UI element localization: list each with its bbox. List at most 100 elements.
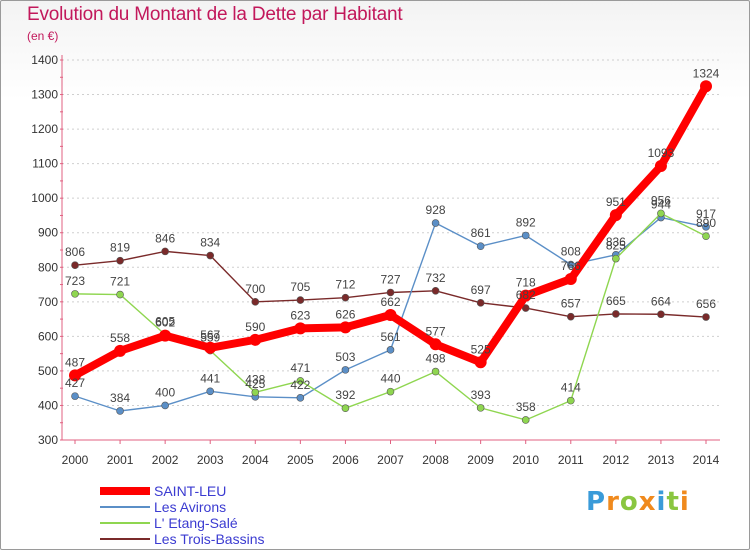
data-label: 400	[155, 385, 175, 399]
logo-letter: x	[638, 487, 657, 517]
data-point	[702, 232, 710, 240]
data-point	[386, 387, 395, 396]
logo-letter: i	[656, 487, 667, 517]
data-point	[609, 209, 622, 222]
data-point	[341, 366, 350, 374]
data-label: 834	[200, 236, 220, 250]
legend-swatch-etang-sale	[100, 522, 150, 524]
data-label: 928	[426, 203, 446, 217]
data-label: 917	[696, 207, 716, 221]
legend-label-saint-leu: SAINT-LEU	[154, 483, 227, 499]
x-tick-label: 2000	[62, 453, 89, 467]
x-tick-label: 2003	[197, 453, 224, 467]
data-label: 358	[516, 400, 536, 414]
data-label: 944	[651, 198, 671, 212]
data-label: 665	[606, 294, 626, 308]
data-point	[384, 308, 397, 321]
y-tick-label: 1000	[31, 191, 58, 205]
data-point	[294, 322, 307, 335]
data-label: 498	[426, 352, 446, 366]
data-point	[566, 260, 575, 269]
data-label: 892	[516, 215, 536, 229]
legend-label-les-avirons: Les Avirons	[154, 499, 227, 515]
x-tick-label: 2013	[648, 453, 675, 467]
data-label: 890	[696, 216, 716, 230]
data-point	[612, 254, 620, 263]
legend-label-les-trois-bassins: Les Trois-Bassins	[154, 531, 265, 547]
y-tick-label: 800	[38, 260, 58, 274]
data-label: 727	[380, 272, 400, 286]
data-label: 705	[290, 280, 310, 294]
data-point	[339, 321, 352, 334]
data-label: 623	[290, 308, 310, 322]
data-point	[251, 298, 260, 306]
data-point	[69, 369, 81, 382]
data-point	[431, 219, 440, 227]
data-point	[296, 377, 305, 385]
data-label: 664	[651, 294, 671, 308]
data-point	[566, 396, 575, 405]
data-label: 441	[200, 371, 220, 385]
data-label: 819	[110, 241, 130, 255]
x-tick-label: 2010	[512, 453, 539, 467]
data-point	[476, 242, 485, 250]
x-tick-label: 2001	[107, 453, 134, 467]
data-point	[702, 223, 710, 231]
y-tick-label: 1300	[31, 88, 58, 102]
data-label: 425	[245, 377, 265, 391]
data-point	[251, 388, 260, 397]
data-label: 414	[561, 381, 581, 395]
data-point	[476, 404, 485, 412]
data-point	[521, 416, 530, 424]
data-label: 712	[335, 278, 355, 292]
data-point	[429, 338, 442, 351]
y-tick-label: 700	[38, 295, 58, 309]
data-point	[159, 329, 172, 342]
data-point	[116, 256, 124, 265]
data-point	[341, 293, 350, 302]
logo-letter: P	[586, 487, 607, 517]
data-label: 384	[110, 391, 130, 405]
data-label: 558	[110, 331, 130, 345]
y-tick-label: 1400	[31, 53, 58, 67]
data-label: 808	[561, 245, 581, 259]
data-label: 718	[516, 276, 536, 290]
data-label: 567	[200, 328, 220, 342]
data-label: 697	[471, 283, 491, 297]
data-label: 656	[696, 297, 716, 311]
data-label: 1324	[693, 66, 720, 80]
data-label: 956	[651, 193, 671, 207]
x-tick-label: 2007	[377, 453, 404, 467]
data-label: 487	[65, 355, 85, 369]
data-point	[296, 296, 305, 304]
data-point	[657, 209, 665, 218]
data-point	[657, 310, 665, 319]
data-point	[249, 333, 262, 346]
data-label: 392	[335, 388, 355, 402]
data-point	[612, 310, 620, 318]
data-point	[386, 288, 395, 297]
data-point	[71, 290, 79, 298]
data-point	[296, 394, 305, 402]
data-point	[206, 251, 215, 260]
data-label: 503	[335, 350, 355, 364]
x-tick-label: 2006	[332, 453, 359, 467]
legend-label-etang-sale: L' Etang-Salé	[154, 515, 238, 531]
data-point	[654, 160, 667, 173]
data-point	[71, 261, 79, 270]
data-label: 471	[290, 361, 310, 375]
data-point	[521, 231, 530, 240]
data-label: 721	[110, 275, 130, 289]
chart-title: Evolution du Montant de la Dette par Hab…	[27, 4, 403, 25]
data-label: 590	[245, 320, 265, 334]
x-tick-label: 2005	[287, 453, 314, 467]
data-point	[161, 401, 169, 410]
data-label: 602	[155, 316, 175, 330]
chart-unit-subtitle: (en €)	[27, 29, 59, 43]
data-label: 861	[471, 226, 491, 240]
legend-swatch-les-avirons	[100, 506, 150, 508]
y-tick-label: 400	[38, 398, 58, 412]
logo-letter: i	[679, 487, 690, 517]
